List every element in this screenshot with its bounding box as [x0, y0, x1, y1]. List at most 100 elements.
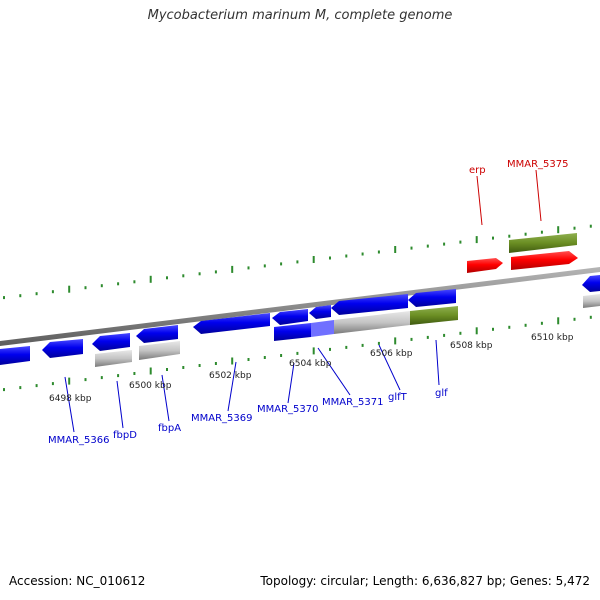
outer-track-tick — [68, 285, 71, 293]
gene-bar-mmar-5375-cds — [509, 233, 577, 253]
gene-arrow-erp[interactable] — [467, 258, 503, 273]
inner-track-tick — [182, 366, 185, 369]
outer-track-tick — [557, 226, 560, 234]
outer-track-tick — [166, 276, 168, 280]
outer-track-tick — [198, 272, 201, 276]
inner-track-tick — [377, 341, 380, 345]
outer-tick-track — [3, 224, 592, 300]
gene-arrow-mmar-5371[interactable] — [309, 305, 331, 319]
scale-tick-labels: 6498 kbp 6500 kbp 6502 kbp 6504 kbp 6506… — [49, 333, 574, 404]
gene-arrow-left-edge[interactable] — [0, 346, 30, 365]
outer-track-tick — [100, 284, 103, 288]
outer-track-tick — [35, 292, 38, 296]
inner-track-tick — [35, 384, 38, 388]
tick-label-6498: 6498 kbp — [49, 394, 92, 404]
tick-label-6510: 6510 kbp — [531, 333, 574, 343]
inner-track-tick — [312, 347, 315, 355]
inner-track-tick — [51, 382, 54, 386]
tick-label-6502: 6502 kbp — [209, 371, 252, 381]
outer-track-tick — [589, 224, 592, 228]
label-connectors — [64, 169, 542, 433]
inner-track-tick — [410, 337, 413, 341]
inner-track-tick — [508, 325, 511, 329]
outer-track-tick — [312, 256, 315, 263]
outer-track-tick — [51, 290, 54, 294]
gene-label-mmar-5371: MMAR_5371 — [322, 397, 384, 408]
outer-track-tick — [361, 252, 364, 256]
gene-arrow-edge-blue[interactable] — [582, 275, 600, 292]
inner-track-tick — [361, 343, 364, 347]
outer-track-tick — [410, 246, 413, 250]
genome-title: Mycobacterium marinum M, complete genome — [147, 8, 453, 23]
inner-track-tick — [247, 358, 250, 361]
inner-track-tick — [443, 333, 446, 337]
outer-track-tick — [280, 262, 283, 266]
outer-track-tick — [475, 236, 478, 244]
gene-label-mmar-5370: MMAR_5370 — [257, 404, 319, 415]
gene-bar-mmar-5370-cds — [274, 323, 311, 341]
outer-track-tick — [524, 232, 527, 236]
inner-track-tick — [394, 337, 397, 345]
inner-track-tick — [329, 347, 331, 351]
gene-arrow-mmar-5370[interactable] — [272, 309, 308, 325]
gene-label-mmar-5375: MMAR_5375 — [507, 159, 569, 170]
gene-arrow-glf[interactable] — [408, 289, 456, 307]
inner-track-tick — [345, 345, 348, 349]
inner-track-tick — [3, 388, 5, 392]
inner-track-tick — [475, 327, 478, 335]
outer-track-tick — [296, 260, 299, 264]
inner-track-tick — [68, 377, 71, 385]
outer-track-tick — [329, 256, 331, 260]
inner-track-tick — [117, 374, 120, 378]
gene-arrow-fbpa[interactable] — [136, 325, 178, 343]
gene-labels: erp MMAR_5375 MMAR_5366 fbpD fbpA MMAR_5… — [48, 159, 569, 446]
gene-label-fbpd: fbpD — [113, 430, 137, 441]
footer-accession: Accession: NC_010612 — [9, 574, 146, 588]
inner-track-tick — [263, 356, 266, 359]
tick-label-6504: 6504 kbp — [289, 359, 332, 369]
inner-track-tick — [296, 351, 299, 355]
inner-track-tick — [492, 327, 494, 331]
gene-label-mmar-5369: MMAR_5369 — [191, 413, 253, 424]
gene-bar-edge-grey — [583, 294, 600, 308]
footer-summary: Topology: circular; Length: 6,636,827 bp… — [260, 574, 590, 588]
inner-track-tick — [166, 368, 168, 371]
outer-track-tick — [3, 296, 5, 300]
outer-track-tick — [573, 226, 576, 230]
outer-track-tick — [84, 286, 87, 290]
inner-track-tick — [589, 315, 592, 319]
inner-track-tick — [19, 386, 22, 390]
tick-label-6500: 6500 kbp — [129, 381, 172, 391]
gene-label-erp: erp — [469, 165, 486, 176]
gene-bar-mmar-5371-cds — [311, 320, 334, 337]
gene-bar-glf-cds — [410, 306, 458, 325]
inner-track-tick — [573, 317, 576, 321]
gene-bar-fbpd — [95, 350, 132, 367]
gene-bar-glft-cds — [334, 311, 410, 334]
outer-track-tick — [117, 282, 120, 286]
tick-label-6508: 6508 kbp — [450, 341, 493, 351]
genome-backbone — [0, 267, 600, 346]
inner-track-tick — [280, 354, 283, 357]
tick-label-6506: 6506 kbp — [370, 349, 413, 359]
inner-tick-track — [3, 315, 592, 392]
outer-track-tick — [540, 230, 543, 234]
inner-track-tick — [540, 321, 543, 325]
gene-arrow-mmar-5366[interactable] — [42, 339, 83, 358]
gene-label-glf: glf — [435, 388, 448, 399]
gene-arrow-glft[interactable] — [331, 294, 408, 315]
outer-track-tick — [394, 246, 397, 253]
gene-arrow-mmar-5375[interactable] — [511, 251, 578, 270]
outer-track-tick — [426, 244, 429, 248]
outer-track-tick — [459, 240, 462, 244]
gene-arrow-fbpd[interactable] — [92, 333, 130, 351]
outer-track-tick — [214, 270, 217, 274]
outer-track-tick — [377, 250, 380, 254]
outer-track-tick — [231, 265, 234, 273]
inner-track-tick — [231, 357, 234, 365]
gene-arrow-mmar-5369[interactable] — [193, 313, 270, 334]
outer-track-tick — [149, 275, 152, 283]
inner-track-tick — [214, 362, 217, 365]
inner-track-tick — [84, 378, 87, 382]
